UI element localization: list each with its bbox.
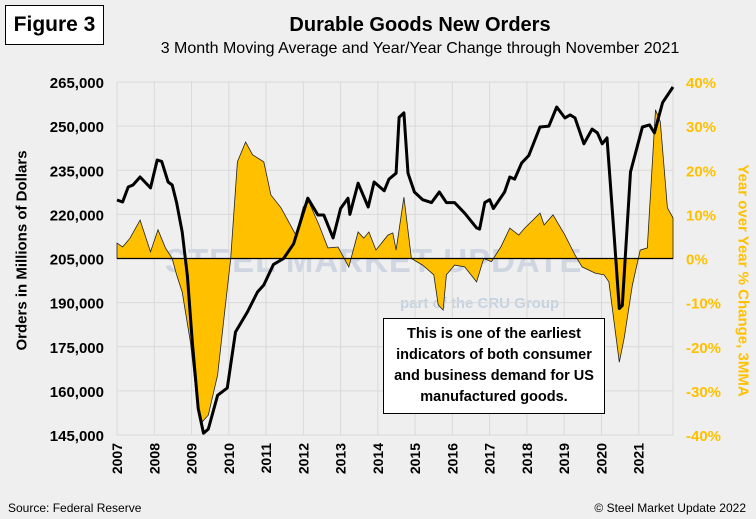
- x-tick-label: 2021: [631, 443, 647, 474]
- right-tick-label: -30%: [686, 384, 721, 401]
- right-tick-label: -40%: [686, 428, 721, 445]
- x-tick-label: 2019: [556, 443, 572, 474]
- right-tick-label: 0%: [686, 252, 708, 269]
- left-tick-label: 160,000: [50, 384, 104, 401]
- right-tick-label: -10%: [686, 296, 721, 313]
- x-tick-label: 2017: [482, 443, 498, 474]
- x-tick-label: 2015: [407, 443, 423, 474]
- left-tick-label: 265,000: [50, 75, 104, 92]
- source-note: Source: Federal Reserve: [8, 501, 142, 515]
- left-tick-label: 235,000: [50, 163, 104, 180]
- left-axis-title: Orders in Millions of Dollars: [13, 150, 31, 351]
- x-tick-label: 2013: [333, 443, 349, 474]
- right-tick-label: 10%: [686, 207, 716, 224]
- right-tick-label: -20%: [686, 340, 721, 357]
- x-tick-label: 2014: [370, 443, 386, 474]
- x-tick-label: 2012: [295, 443, 311, 474]
- chart-title: Durable Goods New Orders: [289, 14, 551, 36]
- right-axis-title: Year over Year % Change, 3MMA: [734, 164, 752, 397]
- left-tick-label: 205,000: [50, 252, 104, 269]
- x-tick-label: 2020: [593, 443, 609, 474]
- annotation-box: This is one of the earliest indicators o…: [383, 318, 605, 414]
- left-tick-label: 220,000: [50, 207, 104, 224]
- chart-subtitle: 3 Month Moving Average and Year/Year Cha…: [160, 40, 680, 57]
- right-tick-label: 30%: [686, 119, 716, 136]
- left-tick-label: 145,000: [50, 428, 104, 445]
- x-tick-label: 2007: [109, 443, 125, 474]
- copyright-note: © Steel Market Update 2022: [594, 501, 746, 515]
- x-tick-label: 2010: [221, 443, 237, 474]
- x-tick-label: 2018: [519, 443, 535, 474]
- x-tick-label: 2011: [258, 443, 274, 474]
- left-tick-label: 175,000: [50, 340, 104, 357]
- left-tick-label: 250,000: [50, 119, 104, 136]
- x-tick-label: 2009: [184, 443, 200, 474]
- x-tick-label: 2008: [146, 443, 162, 474]
- left-tick-label: 190,000: [50, 296, 104, 313]
- figure-label: Figure 3: [5, 5, 104, 45]
- right-tick-label: 20%: [686, 163, 716, 180]
- right-tick-label: 40%: [686, 75, 716, 92]
- x-tick-label: 2016: [444, 443, 460, 474]
